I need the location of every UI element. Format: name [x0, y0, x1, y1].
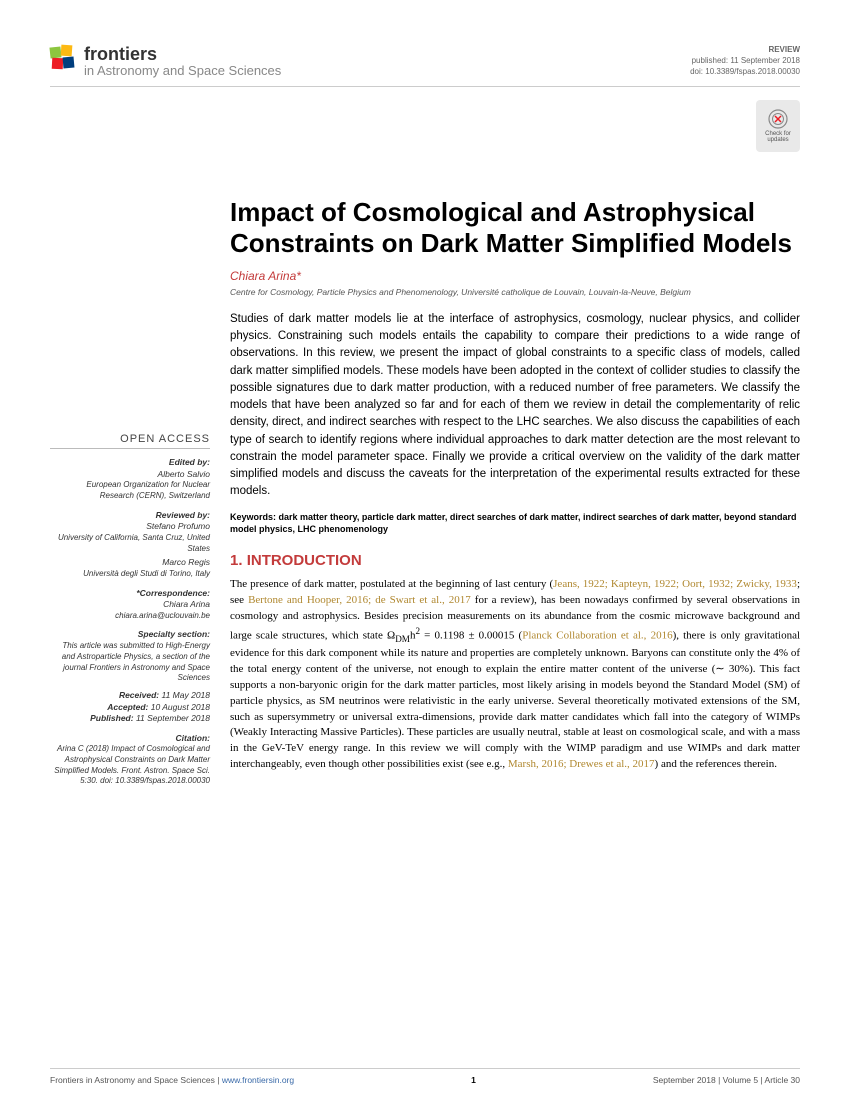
- doi-link[interactable]: 10.3389/fspas.2018.00030: [705, 67, 800, 76]
- accepted-date: 10 August 2018: [151, 702, 210, 712]
- received-date: 11 May 2018: [161, 690, 210, 700]
- check-updates-button[interactable]: Check forupdates: [756, 100, 800, 152]
- pub-date: 11 September 2018: [730, 56, 800, 65]
- frontiers-logo-icon: [50, 45, 78, 73]
- reviewer-1-affiliation: University of California, Santa Cruz, Un…: [50, 533, 210, 555]
- section-heading: 1. INTRODUCTION: [230, 552, 800, 569]
- editor-name: Alberto Salvio: [50, 469, 210, 480]
- page-header: frontiers in Astronomy and Space Science…: [50, 45, 800, 87]
- article-content: Impact of Cosmological and Astrophysical…: [230, 197, 800, 794]
- citation-text: Arina C (2018) Impact of Cosmological an…: [50, 744, 210, 787]
- footer-right: September 2018 | Volume 5 | Article 30: [653, 1075, 800, 1085]
- page-footer: Frontiers in Astronomy and Space Science…: [50, 1068, 800, 1085]
- edited-by-label: Edited by:: [50, 457, 210, 468]
- footer-left: Frontiers in Astronomy and Space Science…: [50, 1075, 294, 1085]
- citation-ref[interactable]: Bertone and Hooper, 2016; de Swart et al…: [248, 594, 471, 606]
- citation-ref[interactable]: Marsh, 2016; Drewes et al., 2017: [508, 758, 655, 770]
- author-name: Chiara Arina*: [230, 269, 800, 283]
- reviewer-2-affiliation: Università degli Studi di Torino, Italy: [50, 569, 210, 580]
- specialty-section-label: Specialty section:: [50, 629, 210, 640]
- citation-ref[interactable]: Jeans, 1922; Kapteyn, 1922; Oort, 1932; …: [553, 578, 797, 590]
- citation-ref[interactable]: Planck Collaboration et al., 2016: [522, 629, 672, 641]
- article-type: REVIEW: [690, 45, 800, 56]
- citation-label: Citation:: [50, 733, 210, 744]
- reviewed-by-label: Reviewed by:: [50, 510, 210, 521]
- publication-meta: REVIEW published: 11 September 2018 doi:…: [690, 45, 800, 77]
- crossmark-icon: [768, 109, 788, 129]
- published-date: 11 September 2018: [136, 713, 210, 723]
- journal-name: in Astronomy and Space Sciences: [84, 64, 281, 78]
- intro-paragraph: The presence of dark matter, postulated …: [230, 577, 800, 773]
- abstract: Studies of dark matter models lie at the…: [230, 311, 800, 501]
- correspondence-email[interactable]: chiara.arina@uclouvain.be: [50, 611, 210, 622]
- open-access-heading: OPEN ACCESS: [50, 432, 210, 450]
- page-number: 1: [471, 1075, 476, 1085]
- editor-affiliation: European Organization for Nuclear Resear…: [50, 480, 210, 502]
- author-affiliation: Centre for Cosmology, Particle Physics a…: [230, 287, 800, 297]
- journal-logo: frontiers in Astronomy and Space Science…: [50, 45, 281, 78]
- correspondence-name: Chiara Arina: [50, 599, 210, 610]
- article-sidebar: OPEN ACCESS Edited by: Alberto Salvio Eu…: [50, 197, 210, 794]
- correspondence-label: *Correspondence:: [50, 588, 210, 599]
- article-title: Impact of Cosmological and Astrophysical…: [230, 197, 800, 259]
- footer-url-link[interactable]: www.frontiersin.org: [222, 1075, 294, 1085]
- logo-word: frontiers: [84, 45, 281, 64]
- reviewer-2-name: Marco Regis: [50, 557, 210, 568]
- specialty-section-text: This article was submitted to High-Energ…: [50, 641, 210, 684]
- keywords: Keywords: dark matter theory, particle d…: [230, 511, 800, 536]
- reviewer-1-name: Stefano Profumo: [50, 521, 210, 532]
